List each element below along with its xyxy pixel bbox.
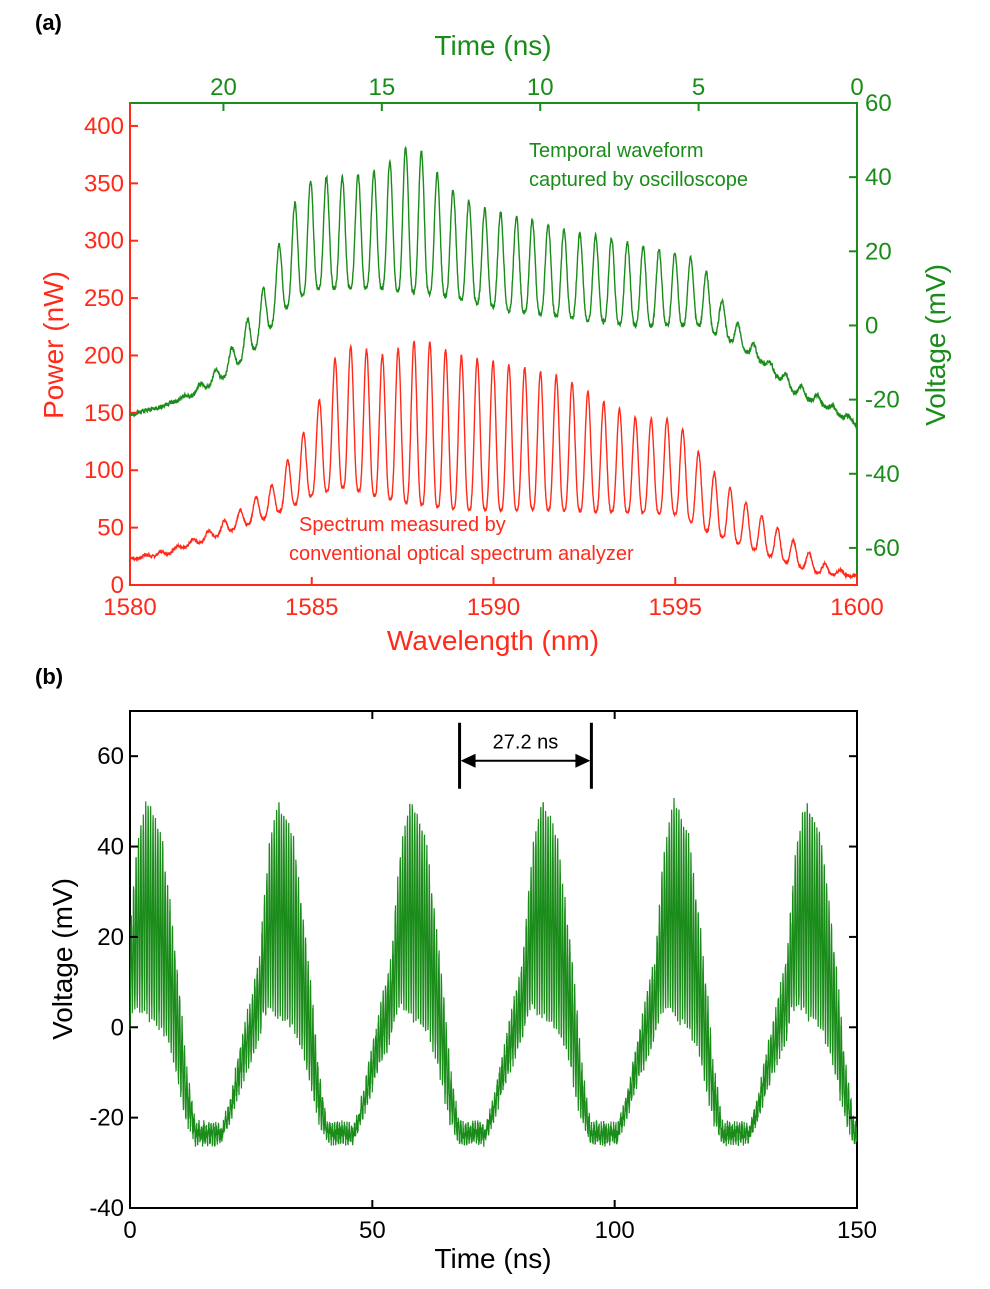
panel-b-left-tick-label: 0 (111, 1014, 124, 1041)
panel-a-top-ticks: 20 15 10 5 0 (210, 74, 864, 111)
panel-b-left-ticks: -40 -20 0 20 40 60 (89, 743, 857, 1222)
panel-a-right-tick-label: -20 (865, 387, 900, 414)
panel-a-bottom-tick-label: 1595 (649, 594, 702, 621)
panel-b-bottom-ticks: 0 50 100 150 (123, 711, 877, 1244)
panel-a-left-tick-label: 50 (97, 515, 124, 542)
period-annotation: 27.2 ns (458, 722, 593, 789)
period-arrowhead-right (575, 753, 591, 768)
spectrum-line (129, 340, 858, 580)
panel-a-left-tick-label: 200 (84, 342, 124, 369)
panel-a-right-tick-label: -40 (865, 461, 900, 488)
period-label: 27.2 ns (493, 732, 559, 754)
panel-a: (a) 1580 1585 1590 1595 1600 050100150200250… (35, 10, 951, 656)
panel-a-right-axis-title: Voltage (mV) (920, 264, 951, 426)
panel-a-label: (a) (35, 10, 62, 35)
spectrum-note-line-1: Spectrum measured by (299, 514, 506, 536)
panel-b-left-tick-label: 40 (97, 834, 124, 861)
panel-b-left-tick-label: 20 (97, 924, 124, 951)
panel-a-left-tick-label: 250 (84, 285, 124, 312)
panel-a-top-tick-label: 0 (850, 74, 863, 101)
panel-a-left-ticks: 0 50 100 150 200 250 300 350 400 (84, 113, 138, 599)
panel-a-top-tick-label: 15 (368, 74, 395, 101)
temporal-note-line-2: captured by oscilloscope (529, 169, 748, 191)
panel-a-right-tick-label: 20 (865, 238, 892, 265)
panel-b-y-axis-title: Voltage (mV) (47, 878, 78, 1040)
panel-b-label: (b) (35, 664, 63, 689)
panel-a-bottom-ticks: 1580 1585 1590 1595 1600 (103, 577, 884, 621)
panel-b-left-tick-label: -20 (89, 1105, 124, 1132)
panel-a-top-tick-label: 10 (527, 74, 554, 101)
panel-a-left-tick-label: 300 (84, 228, 124, 255)
panel-a-left-tick-label: 0 (111, 572, 124, 599)
panel-b-bottom-tick-label: 100 (595, 1217, 635, 1244)
panel-a-left-tick-label: 400 (84, 113, 124, 140)
panel-a-left-tick-label: 350 (84, 170, 124, 197)
panel-a-x-axis-title: Wavelength (nm) (387, 625, 599, 656)
temporal-waveform-line (129, 145, 858, 430)
panel-b-bottom-tick-label: 150 (837, 1217, 877, 1244)
panel-a-y-axis-title: Power (nW) (38, 271, 69, 419)
panel-a-bottom-tick-label: 1580 (103, 594, 156, 621)
panel-a-series (129, 145, 858, 580)
oscilloscope-trace (129, 797, 858, 1147)
panel-a-top-tick-label: 20 (210, 74, 237, 101)
panel-a-right-tick-label: -60 (865, 535, 900, 562)
spectrum-note-line-2: conventional optical spectrum analyzer (289, 543, 634, 565)
panel-a-left-tick-label: 150 (84, 400, 124, 427)
panel-b-x-axis-title: Time (ns) (434, 1243, 551, 1274)
panel-a-right-ticks: -60 -40 -20 0 20 40 60 (849, 90, 900, 562)
panel-a-bottom-tick-label: 1600 (830, 594, 883, 621)
panel-b-bottom-tick-label: 0 (123, 1217, 136, 1244)
panel-b-series (129, 797, 858, 1147)
panel-a-bottom-tick-label: 1585 (285, 594, 338, 621)
panel-a-top-axis-title: Time (ns) (434, 30, 551, 61)
panel-a-bottom-tick-label: 1590 (467, 594, 520, 621)
panel-a-left-tick-label: 100 (84, 457, 124, 484)
panel-a-right-tick-label: 40 (865, 164, 892, 191)
panel-b-frame (129, 710, 858, 1209)
panel-b-left-tick-label: -40 (89, 1195, 124, 1222)
panel-a-right-tick-label: 0 (865, 312, 878, 339)
temporal-note-line-1: Temporal waveform (529, 140, 704, 162)
panel-b: (b) 0 50 100 150 -40 -20 0 20 40 60 27.2 ns Time… (35, 664, 877, 1274)
panel-b-bottom-tick-label: 50 (359, 1217, 386, 1244)
panel-a-right-tick-label: 60 (865, 90, 892, 117)
period-arrowhead-left (460, 753, 476, 768)
panel-a-top-tick-label: 5 (692, 74, 705, 101)
panel-b-left-tick-label: 60 (97, 743, 124, 770)
